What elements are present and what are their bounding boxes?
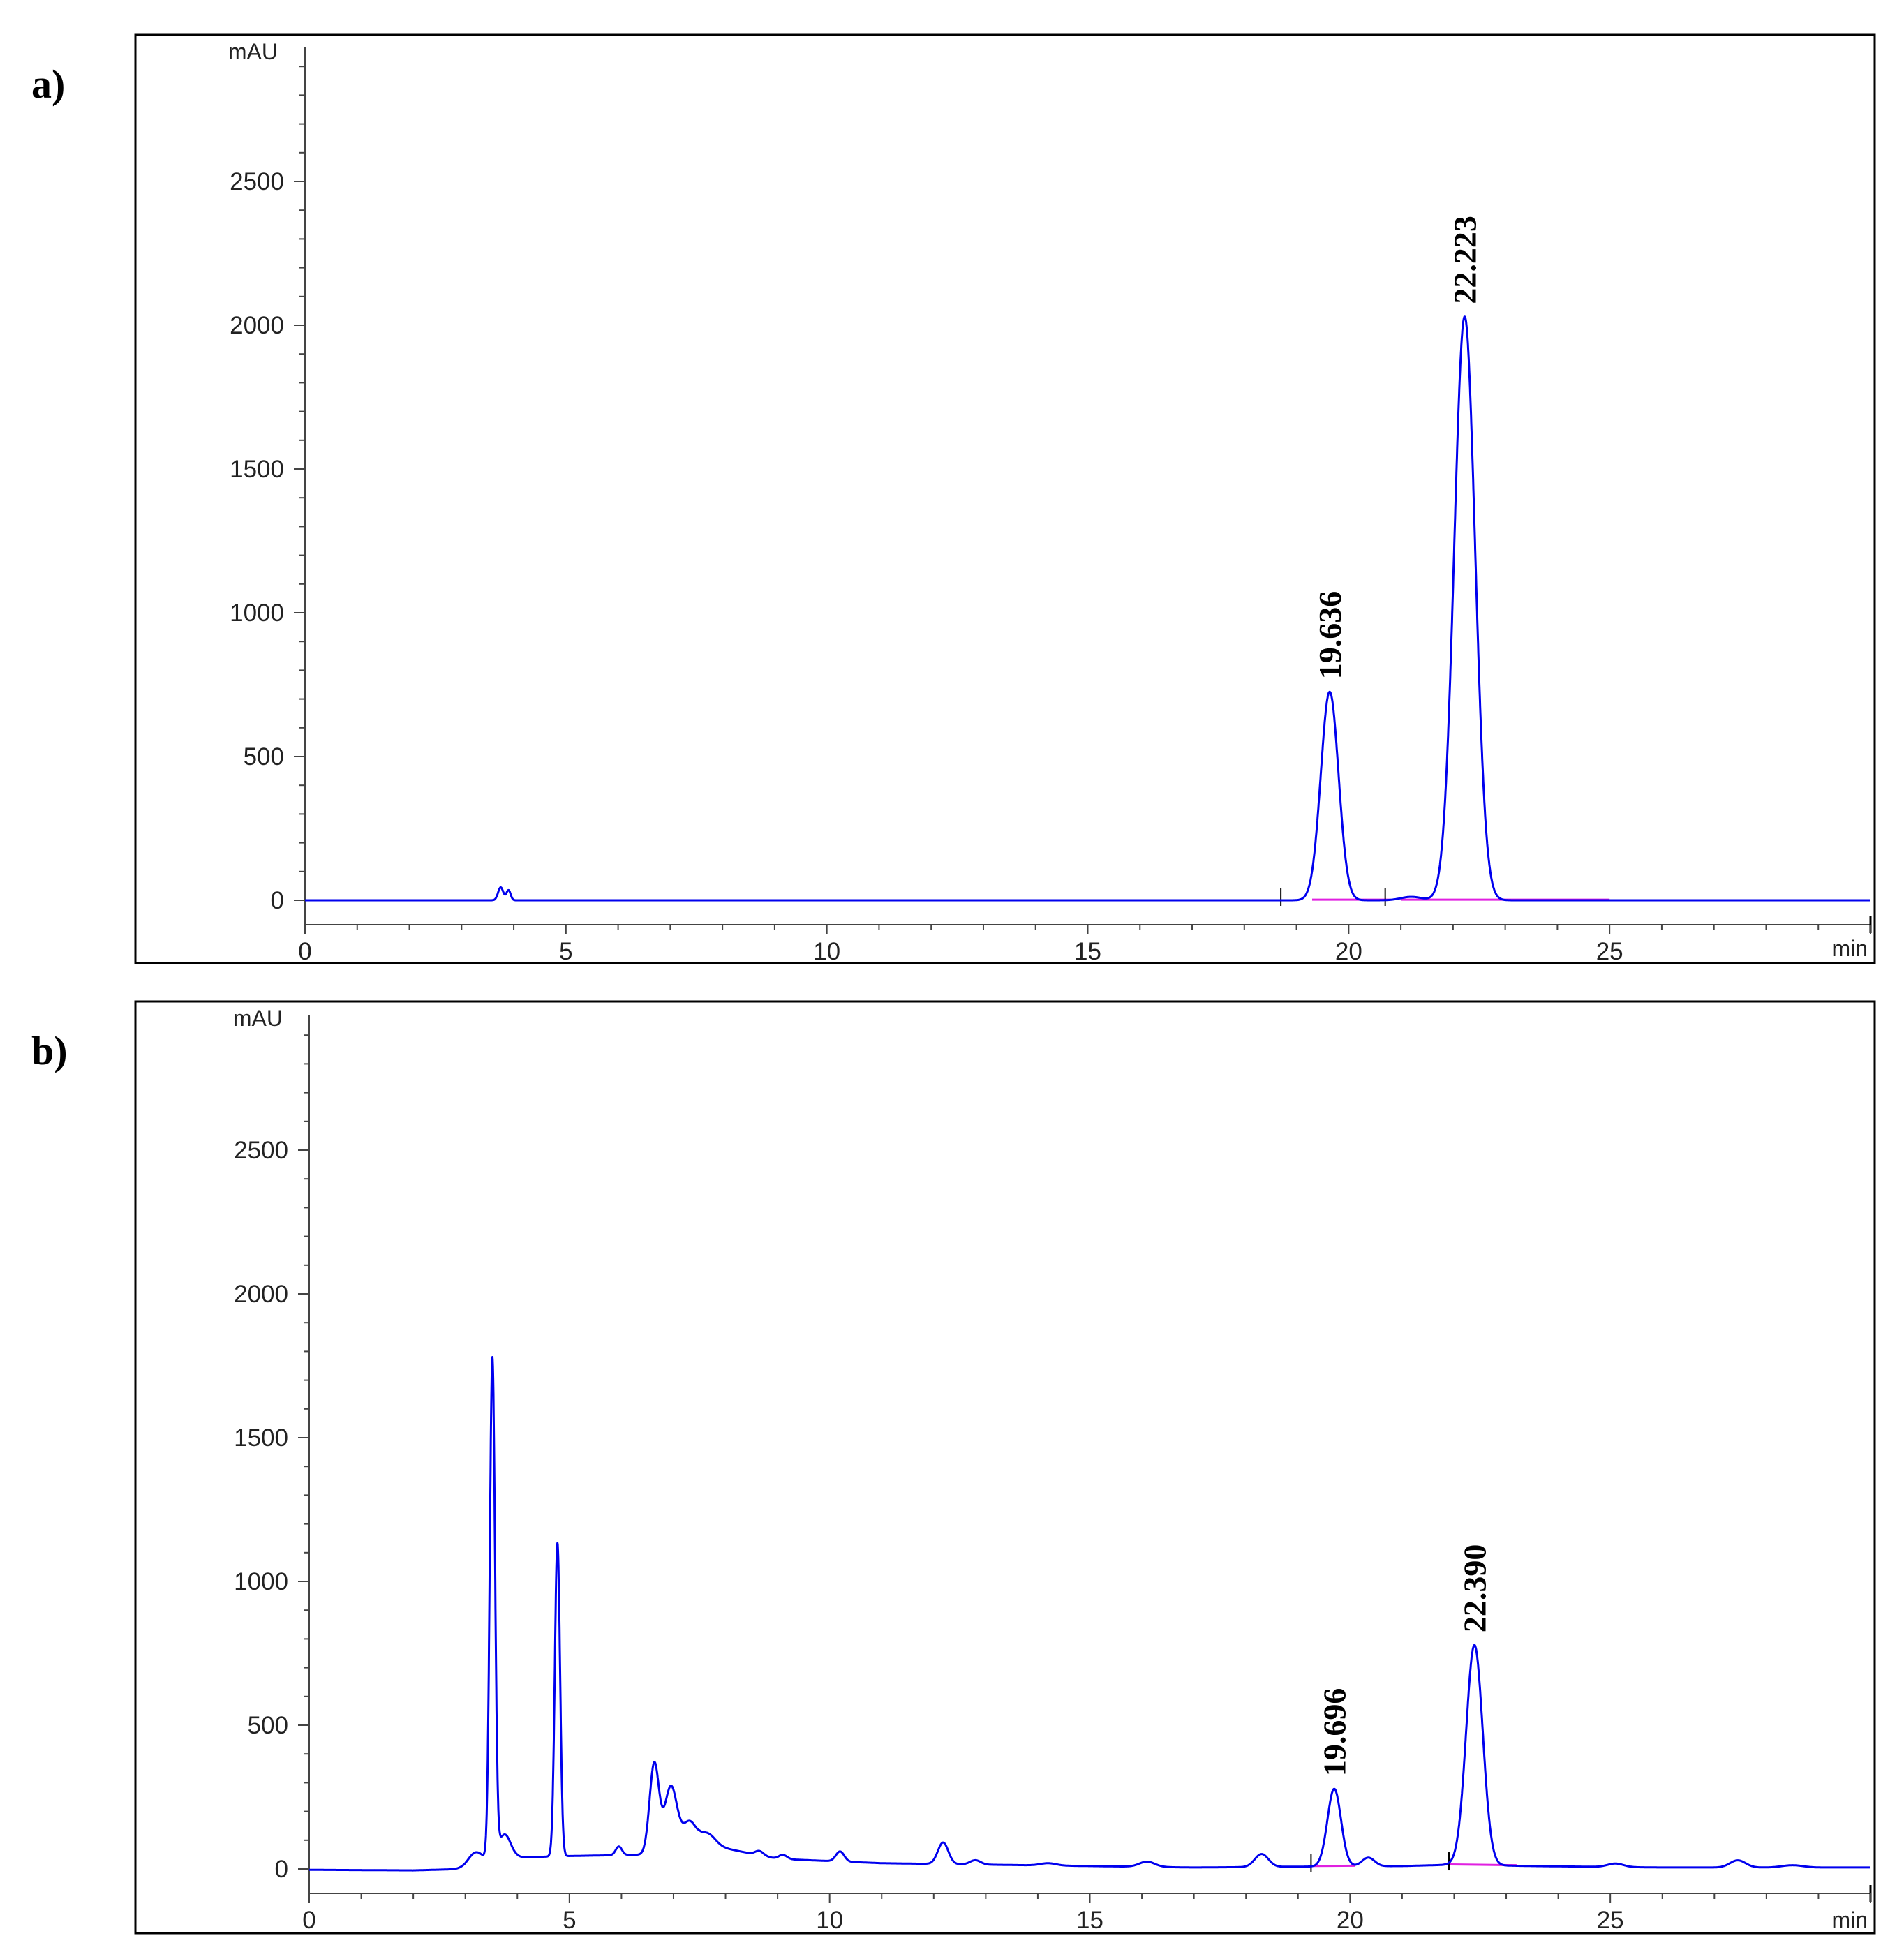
x-tick-label: 15 <box>1076 1907 1103 1934</box>
x-tick-label: 20 <box>1335 938 1362 965</box>
x-tick-label: 15 <box>1074 938 1101 965</box>
panel-label: b) <box>31 1028 68 1073</box>
chromatogram-panel-a: a) mAU min 0 500 1000 1500 2000 2500 0 5 10 15 20 2… <box>31 33 1876 965</box>
x-tick-label: 20 <box>1337 1907 1364 1934</box>
y-tick-label: 1000 <box>234 1568 288 1595</box>
panel-label: a) <box>31 61 65 107</box>
y-tick-label: 1500 <box>234 1424 288 1452</box>
peak-label: 19.696 <box>1317 1688 1353 1777</box>
peak-label: 22.390 <box>1457 1544 1493 1633</box>
x-unit-label: min <box>1831 936 1868 961</box>
x-tick-label: 25 <box>1596 938 1623 965</box>
x-tick-label: 10 <box>813 938 840 965</box>
x-tick-label: 0 <box>298 938 311 965</box>
chromatogram-trace <box>308 1356 1872 1872</box>
panel-frame <box>134 33 1876 964</box>
panel-frame <box>134 1000 1876 1935</box>
axes: 0 500 1000 1500 2000 2500 0 5 10 15 20 25 <box>234 1015 1872 1934</box>
y-tick-label: 2000 <box>234 1281 288 1308</box>
x-tick-label: 5 <box>563 1907 576 1934</box>
chromatogram-panel-b: b) mAU min 0 500 1000 1500 2000 2500 0 5 10 15 20 2… <box>31 1000 1876 1935</box>
x-tick-label: 10 <box>816 1907 843 1934</box>
peak-label: 19.636 <box>1312 591 1348 680</box>
y-tick-label: 2500 <box>230 168 284 195</box>
chromatogram-trace <box>304 315 1872 902</box>
y-tick-label: 2500 <box>234 1137 288 1164</box>
y-tick-label: 1500 <box>230 456 284 483</box>
y-tick-label: 0 <box>275 1856 288 1883</box>
x-unit-label: min <box>1831 1907 1868 1932</box>
x-tick-label: 25 <box>1597 1907 1624 1934</box>
y-unit-label: mAU <box>228 39 278 64</box>
trace-layer: 19.696 22.390 <box>308 1356 1872 1872</box>
peak-label: 22.223 <box>1448 216 1483 304</box>
trace-layer: 19.636 22.223 <box>304 216 1872 906</box>
x-tick-label: 5 <box>559 938 572 965</box>
y-unit-label: mAU <box>233 1006 283 1031</box>
y-tick-label: 0 <box>271 887 284 914</box>
y-tick-label: 1000 <box>230 599 284 627</box>
y-tick-label: 2000 <box>230 312 284 339</box>
axes: 0 500 1000 1500 2000 2500 0 5 10 15 20 25 <box>230 47 1872 965</box>
y-tick-label: 500 <box>244 743 284 770</box>
y-tick-label: 500 <box>248 1712 288 1739</box>
x-tick-label: 0 <box>302 1907 315 1934</box>
